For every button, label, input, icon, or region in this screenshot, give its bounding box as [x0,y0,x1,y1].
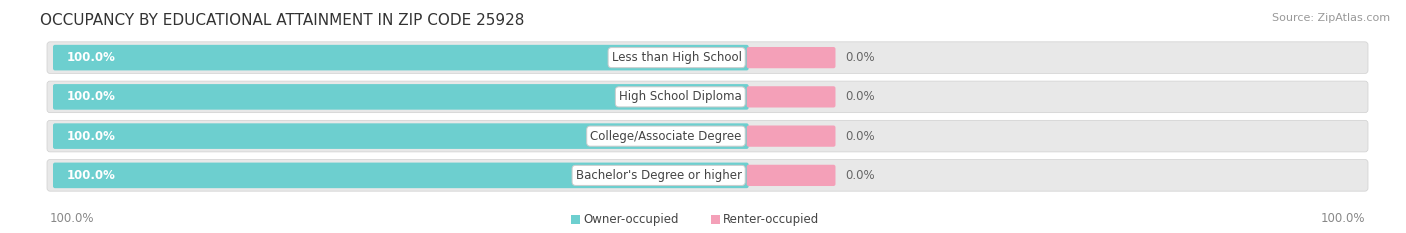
FancyBboxPatch shape [46,160,1368,191]
FancyBboxPatch shape [53,163,748,188]
FancyBboxPatch shape [53,84,748,110]
FancyBboxPatch shape [747,165,835,186]
FancyBboxPatch shape [46,120,1368,152]
Text: Renter-occupied: Renter-occupied [723,212,820,226]
Text: High School Diploma: High School Diploma [619,90,741,103]
FancyBboxPatch shape [747,47,835,68]
FancyBboxPatch shape [46,42,1368,73]
Text: Owner-occupied: Owner-occupied [583,212,679,226]
Text: College/Associate Degree: College/Associate Degree [591,130,741,143]
Text: 0.0%: 0.0% [845,169,875,182]
FancyBboxPatch shape [571,215,581,223]
Text: 100.0%: 100.0% [1320,212,1365,226]
FancyBboxPatch shape [747,86,835,107]
Text: OCCUPANCY BY EDUCATIONAL ATTAINMENT IN ZIP CODE 25928: OCCUPANCY BY EDUCATIONAL ATTAINMENT IN Z… [39,13,524,28]
FancyBboxPatch shape [46,81,1368,113]
FancyBboxPatch shape [747,126,835,147]
Text: Source: ZipAtlas.com: Source: ZipAtlas.com [1272,13,1391,23]
Text: 100.0%: 100.0% [67,169,115,182]
Text: Bachelor's Degree or higher: Bachelor's Degree or higher [575,169,741,182]
Text: 100.0%: 100.0% [67,51,115,64]
Text: 0.0%: 0.0% [845,130,875,143]
FancyBboxPatch shape [53,123,748,149]
Text: 100.0%: 100.0% [51,212,94,226]
Text: 100.0%: 100.0% [67,90,115,103]
Text: 0.0%: 0.0% [845,51,875,64]
Text: 100.0%: 100.0% [67,130,115,143]
Text: Less than High School: Less than High School [612,51,741,64]
Text: 0.0%: 0.0% [845,90,875,103]
FancyBboxPatch shape [53,45,748,70]
FancyBboxPatch shape [711,215,720,223]
